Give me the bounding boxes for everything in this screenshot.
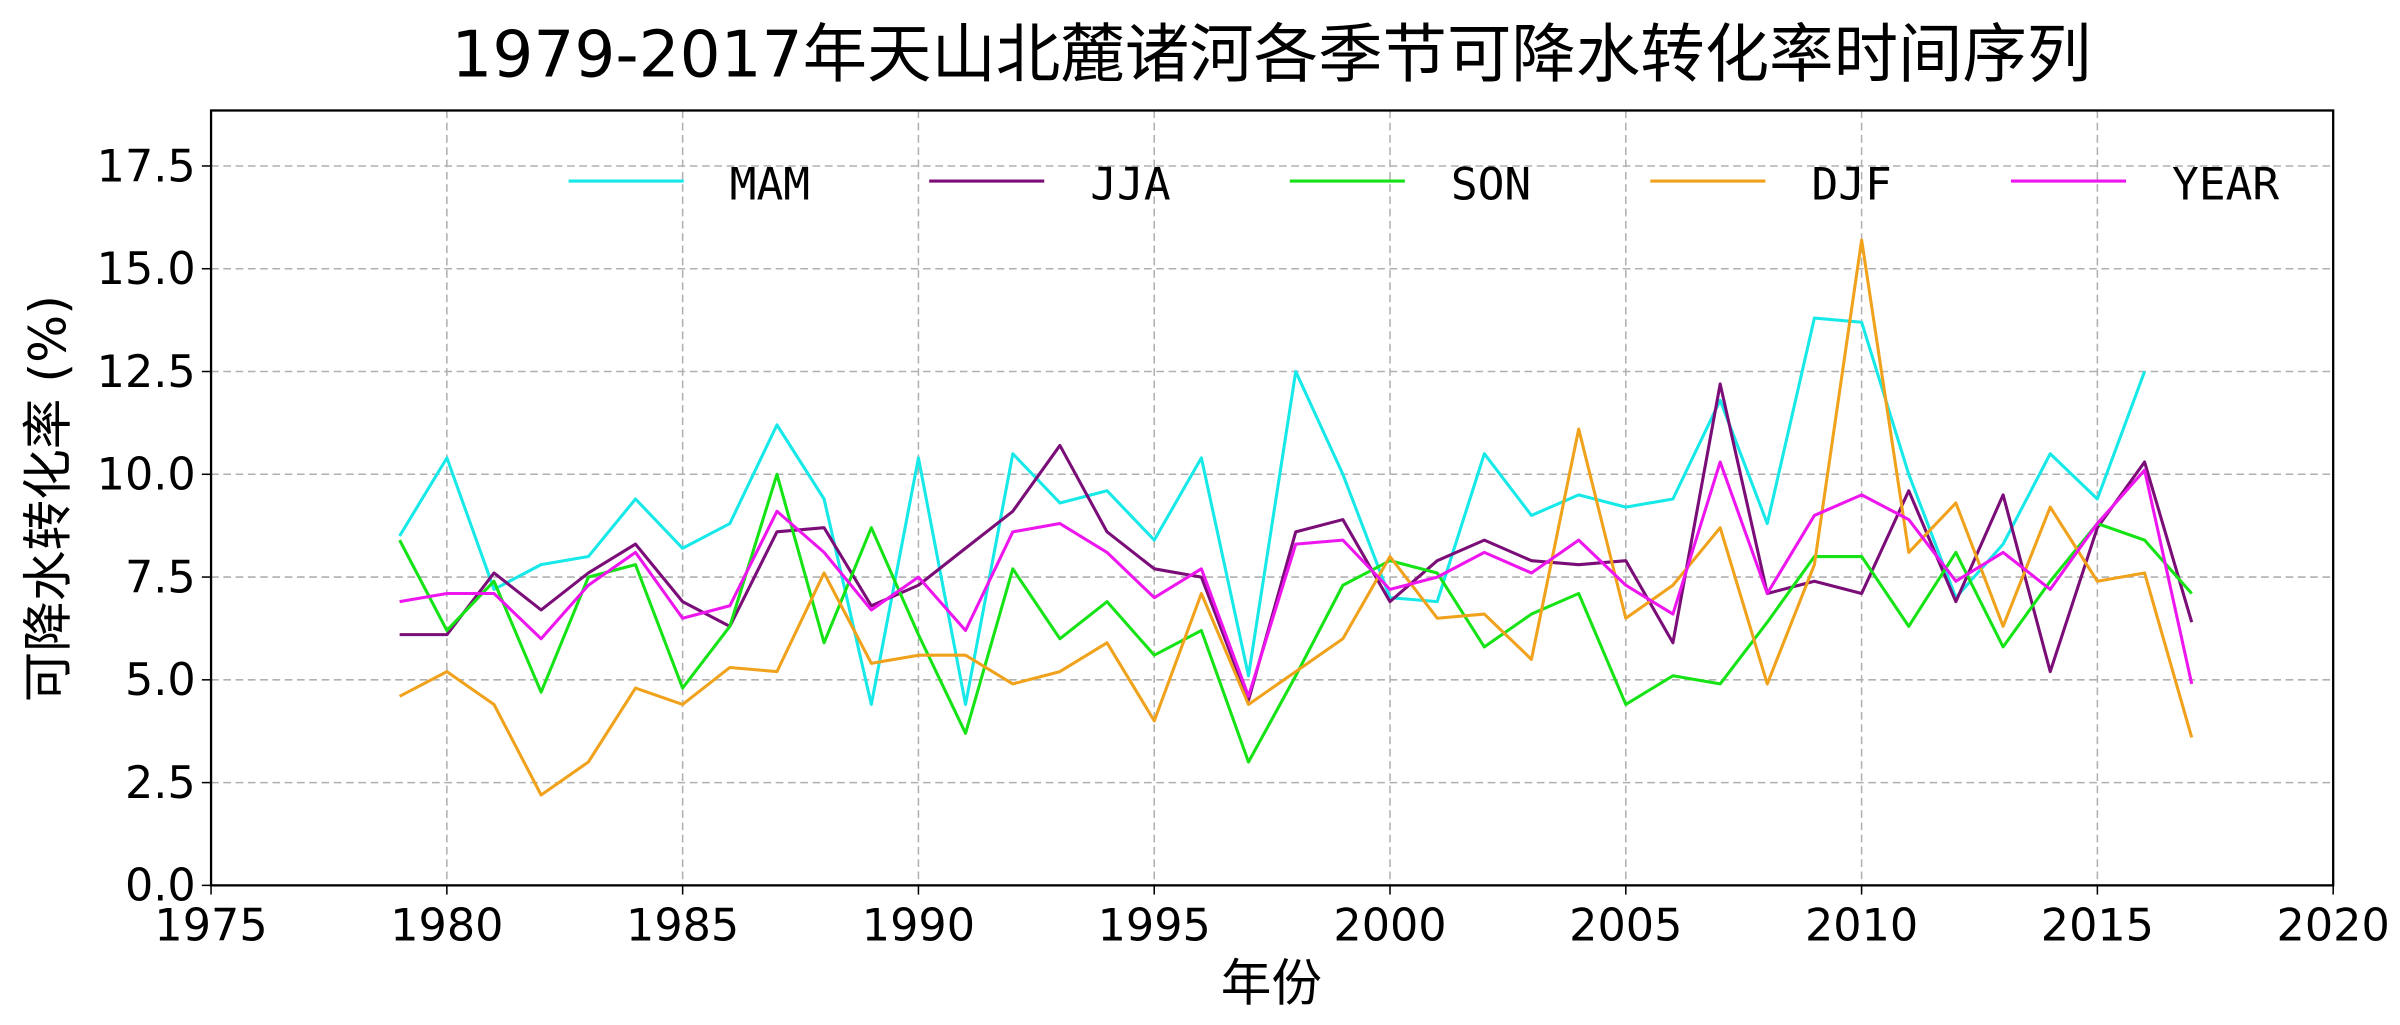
y-tick-label: 0.0 [125, 861, 196, 912]
chart-title: 1979-2017年天山北麓诸河各季节可降水转化率时间序列 [451, 18, 2091, 93]
x-tick-label: 1995 [1098, 901, 1211, 952]
x-tick-label: 2000 [1333, 901, 1446, 952]
x-axis-label: 年份 [1221, 953, 1322, 1012]
x-axis: 1975 1980 1985 1990 1995 2000 2005 2010 2015 2020 [154, 885, 2390, 952]
x-tick-label: 2020 [2277, 901, 2390, 952]
legend-label-jja: JJA [1090, 159, 1170, 210]
legend-label-year: YEAR [2172, 159, 2279, 210]
y-tick-label: 7.5 [125, 552, 196, 603]
legend-label-mam: MAM [730, 159, 810, 210]
y-tick-label: 5.0 [125, 655, 196, 706]
legend: MAM JJA SON DJF YEAR [568, 159, 2279, 210]
series-line-mam [398, 316, 2147, 706]
plot-frame [209, 109, 2335, 887]
series-line-djf [398, 238, 2194, 797]
series-line-son [398, 472, 2193, 764]
x-tick-label: 2015 [2041, 901, 2154, 952]
y-tick-label: 12.5 [97, 347, 196, 398]
series-line-year [399, 460, 2194, 698]
y-tick-label: 10.0 [97, 450, 196, 501]
y-axis: 0.0 2.5 5.0 7.5 10.0 12.5 15.0 17.5 [97, 141, 212, 912]
y-tick-label: 2.5 [125, 758, 196, 809]
x-tick-label: 2010 [1805, 901, 1918, 952]
y-axis-label: 可降水转化率 (%) [18, 295, 77, 702]
y-tick-label: 15.0 [97, 244, 196, 295]
legend-label-djf: DJF [1811, 159, 1891, 210]
grid [211, 110, 2334, 886]
x-tick-label: 1985 [626, 901, 739, 952]
y-tick-label: 17.5 [97, 141, 196, 192]
x-tick-label: 1990 [862, 901, 975, 952]
x-tick-label: 1975 [154, 901, 267, 952]
x-tick-label: 2005 [1569, 901, 1682, 952]
legend-label-son: SON [1451, 159, 1531, 210]
series-lines [398, 238, 2194, 797]
series-line-jja [399, 382, 2194, 702]
x-tick-label: 1980 [390, 901, 503, 952]
